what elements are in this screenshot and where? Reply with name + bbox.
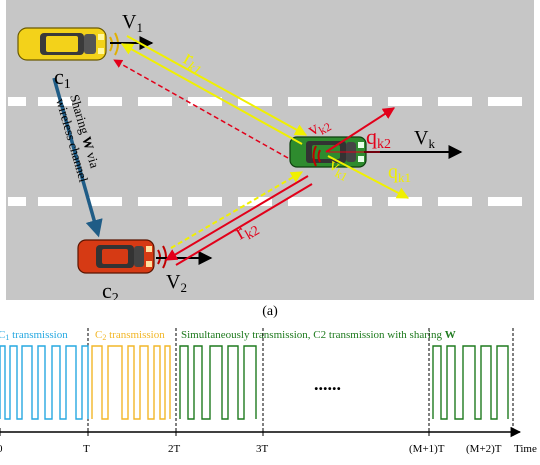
link-c1-to-k-solid: [120, 43, 303, 145]
road-scene-panel: c1 c2 V1 V2 Vk rk1 rk2 vk2 vk1 qk2 qk1 S…: [6, 0, 534, 300]
tick-label-2T: 2T: [168, 443, 181, 455]
phase-separators: [87, 328, 514, 432]
tick-marks: [0, 428, 514, 436]
vector-v-k1: [327, 155, 410, 199]
link-label-q-k1: qk1: [388, 161, 411, 185]
tick-label-M2T: (M+2)T: [466, 443, 502, 455]
figure-caption: (a): [262, 304, 278, 319]
link-label-q-k2: qk2: [366, 124, 391, 152]
signal-waveform-c2: [91, 345, 171, 420]
tick-label-0: 0: [0, 443, 3, 455]
tick-label-M1T: (M+1)T: [409, 443, 445, 455]
signal-waveform-c1: [0, 345, 89, 420]
car-c2-icon: [77, 239, 155, 274]
phase-label-simultaneous: Simultaneously transmission, C2 transmis…: [181, 329, 456, 341]
link-k-to-c2-solid: [164, 175, 309, 261]
tick-label-3T: 3T: [256, 443, 269, 455]
velocity-label-v2: V2: [166, 271, 187, 295]
transmission-timeline: C1 transmission C2 transmission Simultan…: [0, 328, 537, 455]
axis-label-time: Time: [514, 443, 537, 455]
phase-label-c1: C1 transmission: [0, 329, 68, 342]
car-c1-icon: [17, 27, 107, 61]
signal-waves-k-icon: [312, 145, 321, 167]
signal-waveform-simultaneous-2: [432, 345, 509, 420]
velocity-label-vk: Vk: [414, 127, 435, 151]
link-c2-to-k-dashed: [170, 171, 304, 249]
vehicle-label-c1: c1: [54, 64, 71, 92]
phase-label-c2: C2 transmission: [95, 329, 165, 342]
sharing-arrow: [52, 77, 103, 238]
velocity-label-v1: V1: [122, 11, 143, 35]
lane-marking-lower: [8, 197, 522, 206]
lane-marking-upper: [8, 97, 522, 106]
tick-label-T: T: [83, 443, 90, 455]
vehicle-label-c2: c2: [102, 278, 119, 300]
signal-waveform-simultaneous-1: [179, 345, 257, 420]
link-k-to-c2-solid-parallel: [175, 183, 313, 266]
timeline-ellipsis: ......: [314, 374, 341, 394]
vector-v-k2: [325, 107, 396, 153]
link-c1-to-k-solid-parallel: [126, 35, 308, 136]
link-k-to-c1-dashed: [113, 59, 289, 159]
